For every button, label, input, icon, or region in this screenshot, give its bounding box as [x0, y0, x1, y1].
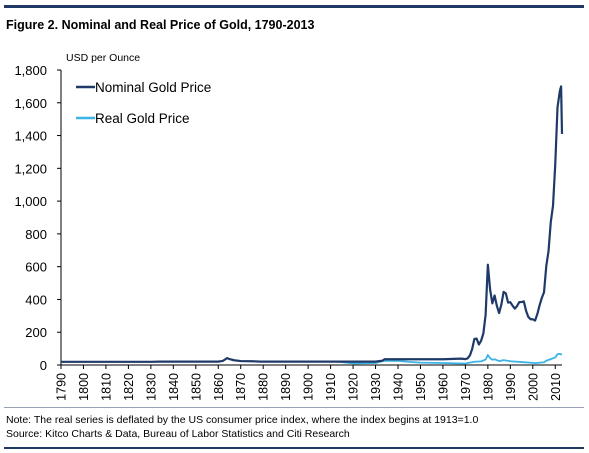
series-line-real [337, 352, 563, 365]
divider [4, 407, 584, 408]
x-tick-label: 1860 [212, 373, 226, 401]
x-tick-label: 1910 [324, 373, 338, 401]
figure-source: Source: Kitco Charts & Data, Bureau of L… [6, 428, 350, 440]
y-tick-label: 1,200 [14, 161, 47, 176]
x-tick-label: 1900 [302, 373, 316, 401]
y-axis: 0 200 400 600 800 1,000 1,200 1,400 1,600 1,800 [14, 63, 62, 373]
y-tick-label: 1,400 [14, 129, 47, 144]
x-tick-label: 2010 [549, 373, 563, 401]
x-tick-label: 1960 [436, 373, 450, 401]
x-tick-label: 1970 [459, 373, 473, 401]
x-tick-label: 1820 [122, 373, 136, 401]
x-tick-label: 1920 [347, 373, 361, 401]
legend: Nominal Gold Price Real Gold Price [76, 80, 211, 126]
x-tick-label: 1870 [234, 373, 248, 401]
bottom-rule [4, 447, 584, 449]
figure-title: Figure 2. Nominal and Real Price of Gold… [6, 18, 315, 32]
y-tick-label: 1,000 [14, 194, 47, 209]
x-axis: 1790 1800 1810 1820 1830 1840 1850 1860 1870 1880… [55, 364, 563, 401]
x-tick-label: 1890 [279, 373, 293, 401]
x-tick-label: 1930 [369, 373, 383, 401]
y-tick-label: 1,600 [14, 96, 47, 111]
y-axis-label: USD per Ounce [66, 52, 140, 64]
x-tick-label: 1830 [144, 373, 158, 401]
x-tick-label: 1940 [391, 373, 405, 401]
x-tick-label: 1950 [414, 373, 428, 401]
y-tick-label: 600 [25, 260, 47, 275]
y-tick-label: 400 [25, 292, 47, 307]
x-tick-label: 1790 [55, 373, 69, 401]
x-tick-label: 1880 [257, 373, 271, 401]
y-tick-label: 0 [40, 358, 47, 373]
x-tick-label: 1850 [189, 373, 203, 401]
top-rule [4, 5, 584, 8]
x-tick-label: 1800 [77, 373, 91, 401]
legend-label-real: Real Gold Price [95, 111, 190, 126]
series-layer [61, 85, 564, 365]
series-line-nominal [61, 85, 564, 363]
x-tick-label: 1980 [481, 373, 495, 401]
x-tick-label: 1810 [99, 373, 113, 401]
x-tick-label: 1840 [167, 373, 181, 401]
x-tick-label: 2000 [526, 373, 540, 401]
y-tick-label: 800 [25, 227, 47, 242]
y-tick-label: 200 [25, 325, 47, 340]
y-tick-label: 1,800 [14, 63, 47, 78]
legend-label-nominal: Nominal Gold Price [95, 80, 211, 95]
x-tick-label: 1990 [504, 373, 518, 401]
figure-note: Note: The real series is deflated by the… [6, 414, 479, 426]
